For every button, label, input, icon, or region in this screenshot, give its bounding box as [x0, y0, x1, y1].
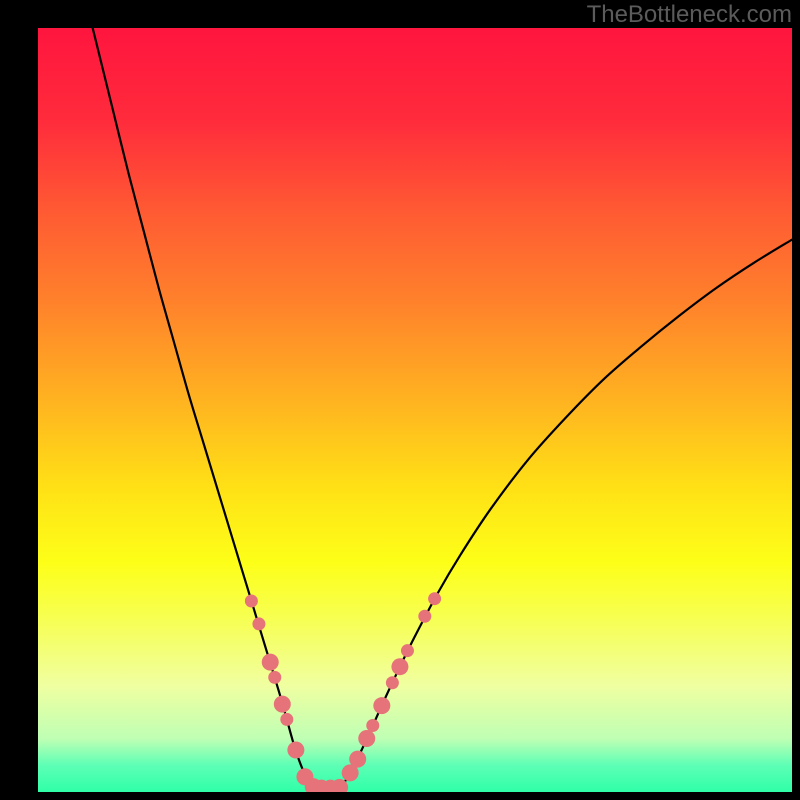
curve-marker — [287, 741, 304, 758]
chart-canvas: TheBottleneck.com — [0, 0, 800, 800]
curve-marker — [280, 713, 293, 726]
gradient-background — [38, 28, 792, 792]
curve-marker — [428, 592, 441, 605]
curve-marker — [401, 644, 414, 657]
curve-marker — [268, 671, 281, 684]
curve-marker — [386, 676, 399, 689]
curve-marker — [252, 617, 265, 630]
curve-marker — [366, 719, 379, 732]
curve-marker — [349, 751, 366, 768]
curve-marker — [391, 658, 408, 675]
curve-marker — [274, 696, 291, 713]
chart-svg: TheBottleneck.com — [0, 0, 800, 800]
curve-marker — [418, 610, 431, 623]
curve-marker — [262, 654, 279, 671]
curve-marker — [373, 697, 390, 714]
curve-marker — [245, 595, 258, 608]
curve-marker — [358, 730, 375, 747]
